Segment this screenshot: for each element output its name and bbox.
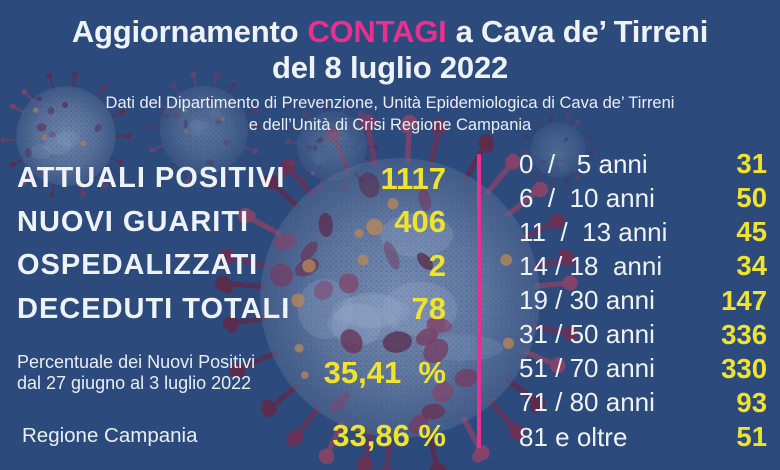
- stat-row: NUOVI GUARITI 406: [17, 201, 446, 245]
- subtitle: Dati del Dipartimento di Prevenzione, Un…: [0, 93, 780, 136]
- stat-label: OSPEDALIZZATI: [17, 249, 259, 282]
- age-row: 11 / 13 anni 45: [519, 216, 767, 248]
- title-part1: Aggiornamento: [71, 14, 299, 49]
- subtitle-line2: e dell’Unità di Crisi Regione Campania: [248, 115, 532, 134]
- stat-row: DECEDUTI TOTALI 78: [17, 288, 446, 332]
- summary-stats-list: ATTUALI POSITIVI 1117 NUOVI GUARITI 406 …: [17, 157, 446, 331]
- stat-label: DECEDUTI TOTALI: [17, 292, 291, 325]
- age-value: 93: [736, 386, 767, 418]
- age-value: 147: [721, 284, 767, 316]
- age-row: 81 e oltre 51: [519, 421, 767, 453]
- stat-row: ATTUALI POSITIVI 1117: [17, 157, 446, 201]
- age-value: 50: [736, 182, 767, 214]
- age-breakdown-list: 0 / 5 anni 31 6 / 10 anni 50 11 / 13 ann…: [519, 148, 767, 453]
- new-positives-rate-block: Percentuale dei Nuovi Positivi dal 27 gi…: [17, 351, 446, 395]
- new-positives-rate-label: Percentuale dei Nuovi Positivi dal 27 gi…: [17, 352, 255, 394]
- age-row: 31 / 50 anni 336: [519, 319, 767, 351]
- page-title-line1: Aggiornamento CONTAGI a Cava de’ Tirreni: [0, 14, 780, 50]
- age-label: 6 / 10 anni: [519, 182, 655, 213]
- age-label: 14 / 18 anni: [519, 250, 663, 281]
- stat-value: 406: [394, 204, 446, 240]
- stat-label: NUOVI GUARITI: [17, 205, 250, 238]
- age-row: 51 / 70 anni 330: [519, 353, 767, 385]
- age-row: 0 / 5 anni 31: [519, 148, 767, 180]
- age-label: 11 / 13 anni: [519, 216, 668, 247]
- age-label: 19 / 30 anni: [519, 285, 655, 315]
- new-positives-rate-value: 35,41 %: [323, 355, 446, 390]
- stat-value: 78: [411, 291, 446, 327]
- title-part2: a Cava de’ Tirreni: [455, 14, 709, 49]
- page-title-line2: del 8 luglio 2022: [271, 50, 509, 85]
- stat-value: 2: [428, 247, 446, 283]
- age-row: 71 / 80 anni 93: [519, 387, 767, 419]
- stat-label: ATTUALI POSITIVI: [17, 162, 286, 195]
- region-rate-label: Regione Campania: [22, 424, 198, 447]
- subtitle-line1: Dati del Dipartimento di Prevenzione, Un…: [105, 94, 675, 112]
- stat-value: 1117: [380, 160, 446, 196]
- age-row: 19 / 30 anni 147: [519, 285, 767, 317]
- age-value: 31: [736, 148, 767, 179]
- age-value: 34: [736, 250, 767, 282]
- new-positives-rate-label-line1: Percentuale dei Nuovi Positivi: [17, 352, 256, 372]
- age-label: 31 / 50 anni: [519, 319, 655, 350]
- age-value: 330: [721, 352, 767, 384]
- region-rate-value: 33,86 %: [332, 418, 446, 453]
- region-rate-block: Regione Campania 33,86 %: [17, 418, 446, 453]
- age-row: 14 / 18 anni 34: [519, 250, 767, 282]
- age-label: 51 / 70 anni: [519, 353, 655, 384]
- stat-row: OSPEDALIZZATI 2: [17, 244, 446, 288]
- age-value: 336: [721, 318, 767, 350]
- age-value: 45: [736, 216, 767, 248]
- age-label: 0 / 5 anni: [519, 148, 648, 179]
- age-label: 71 / 80 anni: [519, 387, 655, 418]
- new-positives-rate-label-line2: dal 27 giugno al 3 luglio 2022: [17, 373, 252, 393]
- vertical-divider: [477, 154, 481, 448]
- age-value: 51: [736, 421, 767, 452]
- title-highlight-contagi: CONTAGI: [307, 14, 447, 49]
- age-row: 6 / 10 anni 50: [519, 182, 767, 214]
- age-label: 81 e oltre: [519, 421, 628, 452]
- header: Aggiornamento CONTAGI a Cava de’ Tirreni d…: [0, 14, 780, 136]
